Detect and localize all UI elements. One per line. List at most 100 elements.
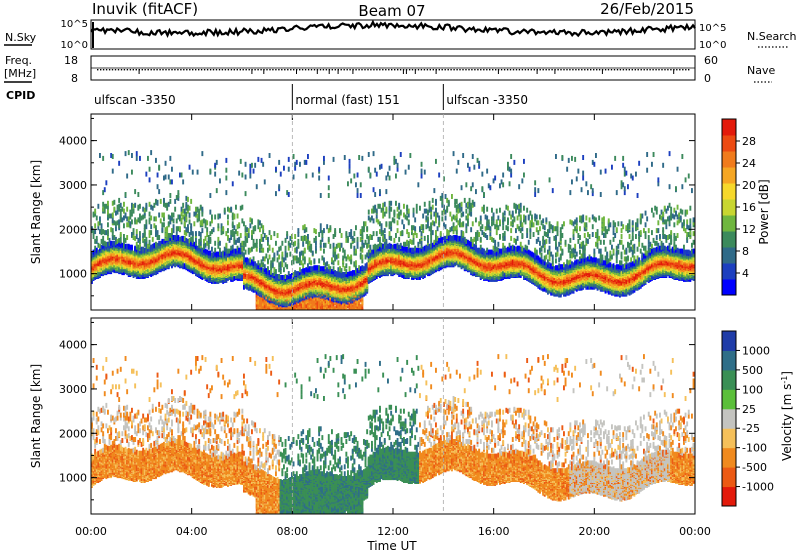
heatmap-cell bbox=[241, 240, 244, 246]
heatmap-cell bbox=[227, 228, 229, 234]
freq-dot bbox=[272, 69, 274, 71]
heatmap-cell bbox=[204, 219, 207, 225]
heatmap-cell bbox=[158, 189, 161, 195]
heatmap-cell bbox=[103, 203, 106, 209]
heatmap-cell bbox=[195, 240, 197, 246]
freq-dot bbox=[670, 69, 672, 71]
heatmap-cell bbox=[281, 275, 284, 280]
heatmap-cell bbox=[265, 268, 268, 274]
freq-trace bbox=[97, 69, 690, 74]
freq-dot bbox=[655, 69, 657, 71]
heatmap-cell bbox=[223, 207, 226, 213]
heatmap-cell bbox=[262, 256, 265, 262]
heatmap-cell bbox=[227, 256, 229, 262]
heatmap-cell bbox=[295, 255, 298, 261]
heatmap-cell bbox=[139, 203, 141, 209]
heatmap-cell bbox=[161, 238, 164, 244]
heatmap-cell bbox=[127, 243, 130, 249]
freq-dot bbox=[290, 69, 292, 71]
heatmap-cell bbox=[310, 247, 313, 253]
heatmap-cell bbox=[95, 238, 98, 244]
freq-dot bbox=[340, 69, 342, 71]
heatmap-cell bbox=[118, 203, 121, 209]
heatmap-cell bbox=[206, 220, 209, 226]
heatmap-cell bbox=[239, 205, 242, 211]
heatmap-cell bbox=[171, 215, 173, 221]
heatmap-cell bbox=[183, 211, 186, 217]
heatmap-cell bbox=[127, 216, 130, 222]
freq-dot bbox=[661, 69, 663, 71]
heatmap-cell bbox=[227, 214, 229, 220]
heatmap-cell bbox=[332, 301, 335, 307]
heatmap-cell bbox=[299, 270, 301, 276]
freq-dot bbox=[429, 69, 431, 71]
heatmap-cell bbox=[220, 227, 223, 233]
heatmap-cell bbox=[294, 234, 297, 239]
heatmap-cell bbox=[156, 172, 159, 178]
heatmap-cell bbox=[268, 244, 271, 250]
heatmap-cell bbox=[302, 253, 305, 259]
heatmap-cell bbox=[235, 229, 237, 235]
heatmap-cell bbox=[142, 235, 145, 241]
freq-dot bbox=[548, 69, 550, 71]
heatmap-cell bbox=[203, 242, 205, 248]
heatmap-cell bbox=[225, 275, 228, 281]
heatmap-cell bbox=[219, 213, 221, 219]
heatmap-cell bbox=[212, 262, 215, 268]
freq-dot bbox=[518, 69, 521, 71]
freq-dot bbox=[578, 69, 580, 71]
heatmap-cell bbox=[267, 266, 269, 272]
heatmap-cell bbox=[283, 275, 285, 280]
nave-tick bbox=[251, 69, 253, 74]
heatmap-cell bbox=[92, 230, 95, 236]
nave-tick bbox=[138, 69, 140, 74]
freq-dot bbox=[209, 69, 212, 71]
heatmap-cell bbox=[300, 260, 303, 266]
heatmap-cell bbox=[196, 213, 199, 219]
heatmap-cell bbox=[257, 260, 260, 266]
freq-dot bbox=[679, 69, 681, 71]
heatmap-cell bbox=[313, 228, 316, 234]
heatmap-cell bbox=[294, 247, 297, 253]
heatmap-cell bbox=[164, 249, 167, 255]
nave-tick bbox=[673, 69, 675, 74]
heatmap-cell bbox=[235, 248, 237, 254]
heatmap-cell bbox=[308, 244, 311, 250]
heatmap-cell bbox=[94, 229, 97, 235]
heatmap-cell bbox=[190, 236, 193, 242]
heatmap-cell bbox=[319, 245, 322, 251]
heatmap-cell bbox=[108, 240, 111, 246]
heatmap-cell bbox=[103, 256, 106, 262]
heatmap-cell bbox=[220, 263, 223, 269]
heatmap-cell bbox=[318, 166, 321, 172]
nave-tick bbox=[554, 69, 556, 74]
heatmap-cell bbox=[273, 267, 276, 273]
freq-dot bbox=[355, 69, 357, 71]
heatmap-cell bbox=[225, 190, 228, 196]
heatmap-cell bbox=[169, 215, 172, 221]
heatmap-cell bbox=[196, 268, 199, 274]
heatmap-cell bbox=[175, 218, 178, 224]
heatmap-cell bbox=[153, 216, 156, 222]
heatmap-cell bbox=[246, 281, 249, 287]
heatmap-cell bbox=[252, 238, 255, 244]
freq-dot bbox=[102, 69, 105, 71]
heatmap-cell bbox=[267, 270, 269, 276]
heatmap-cell bbox=[305, 227, 308, 233]
heatmap-cell bbox=[265, 307, 268, 310]
heatmap-cell bbox=[132, 208, 135, 214]
freq-dot bbox=[141, 69, 143, 71]
heatmap-cell bbox=[214, 240, 217, 246]
heatmap-cell bbox=[267, 247, 269, 253]
heatmap-cell bbox=[134, 202, 137, 208]
heatmap-cell bbox=[235, 266, 237, 272]
heatmap-cell bbox=[318, 302, 321, 308]
heatmap-cell bbox=[137, 204, 140, 210]
freq-dot bbox=[171, 69, 173, 71]
heatmap-cell bbox=[327, 300, 330, 306]
heatmap-cell bbox=[275, 269, 277, 275]
nave-tick bbox=[296, 69, 297, 74]
freq-dot bbox=[423, 69, 426, 71]
heatmap-cell bbox=[233, 225, 236, 231]
freq-dot bbox=[322, 69, 325, 71]
